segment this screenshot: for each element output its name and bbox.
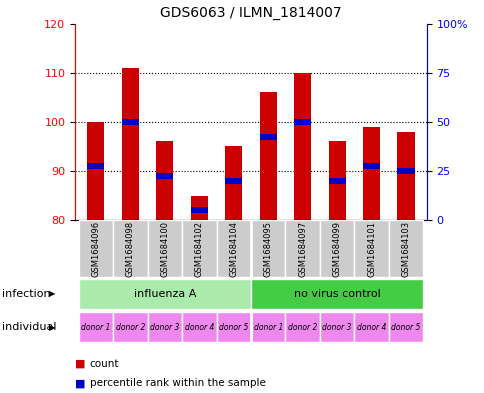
- Bar: [285, 220, 319, 277]
- Bar: [259, 92, 276, 220]
- Text: GSM1684098: GSM1684098: [125, 220, 135, 277]
- Bar: [397, 168, 414, 174]
- Text: individual: individual: [2, 322, 57, 332]
- Text: ■: ■: [75, 358, 86, 369]
- Bar: [87, 122, 104, 220]
- Bar: [78, 220, 113, 277]
- Bar: [182, 312, 216, 342]
- Bar: [319, 220, 354, 277]
- Text: donor 1: donor 1: [81, 323, 110, 332]
- Bar: [225, 178, 242, 184]
- Bar: [78, 312, 113, 342]
- Bar: [397, 132, 414, 220]
- Bar: [216, 220, 251, 277]
- Text: donor 5: donor 5: [391, 323, 420, 332]
- Bar: [328, 178, 345, 184]
- Bar: [354, 220, 388, 277]
- Bar: [78, 279, 251, 309]
- Bar: [216, 312, 251, 342]
- Text: ▶: ▶: [48, 289, 55, 298]
- Text: influenza A: influenza A: [133, 289, 196, 299]
- Text: ■: ■: [75, 378, 86, 388]
- Text: GSM1684104: GSM1684104: [229, 220, 238, 277]
- Bar: [293, 73, 311, 220]
- Text: GSM1684101: GSM1684101: [366, 220, 376, 277]
- Text: count: count: [90, 358, 119, 369]
- Bar: [388, 312, 423, 342]
- Bar: [259, 134, 276, 140]
- Bar: [251, 279, 423, 309]
- Text: GSM1684095: GSM1684095: [263, 220, 272, 277]
- Text: GSM1684097: GSM1684097: [298, 220, 306, 277]
- Bar: [113, 220, 147, 277]
- Text: GSM1684099: GSM1684099: [332, 220, 341, 277]
- Bar: [388, 220, 423, 277]
- Bar: [354, 312, 388, 342]
- Bar: [147, 312, 182, 342]
- Bar: [328, 141, 345, 220]
- Bar: [113, 312, 147, 342]
- Bar: [251, 220, 285, 277]
- Text: donor 2: donor 2: [287, 323, 317, 332]
- Text: GSM1684100: GSM1684100: [160, 220, 169, 277]
- Text: GSM1684102: GSM1684102: [195, 220, 203, 277]
- Bar: [121, 68, 138, 220]
- Bar: [363, 127, 379, 220]
- Text: GSM1684103: GSM1684103: [401, 220, 410, 277]
- Text: percentile rank within the sample: percentile rank within the sample: [90, 378, 265, 388]
- Text: GSM1684096: GSM1684096: [91, 220, 100, 277]
- Bar: [225, 146, 242, 220]
- Text: ▶: ▶: [48, 323, 55, 332]
- Bar: [156, 173, 173, 179]
- Bar: [121, 119, 138, 125]
- Text: donor 4: donor 4: [184, 323, 213, 332]
- Bar: [182, 220, 216, 277]
- Title: GDS6063 / ILMN_1814007: GDS6063 / ILMN_1814007: [160, 6, 341, 20]
- Bar: [147, 220, 182, 277]
- Text: no virus control: no virus control: [293, 289, 380, 299]
- Text: donor 1: donor 1: [253, 323, 282, 332]
- Text: donor 2: donor 2: [115, 323, 145, 332]
- Text: donor 3: donor 3: [150, 323, 179, 332]
- Text: donor 3: donor 3: [322, 323, 351, 332]
- Bar: [190, 207, 208, 213]
- Bar: [285, 312, 319, 342]
- Bar: [251, 312, 285, 342]
- Text: donor 5: donor 5: [219, 323, 248, 332]
- Bar: [156, 141, 173, 220]
- Bar: [319, 312, 354, 342]
- Bar: [363, 163, 379, 169]
- Bar: [87, 163, 104, 169]
- Bar: [190, 195, 208, 220]
- Text: infection: infection: [2, 289, 51, 299]
- Text: donor 4: donor 4: [356, 323, 386, 332]
- Bar: [293, 119, 311, 125]
